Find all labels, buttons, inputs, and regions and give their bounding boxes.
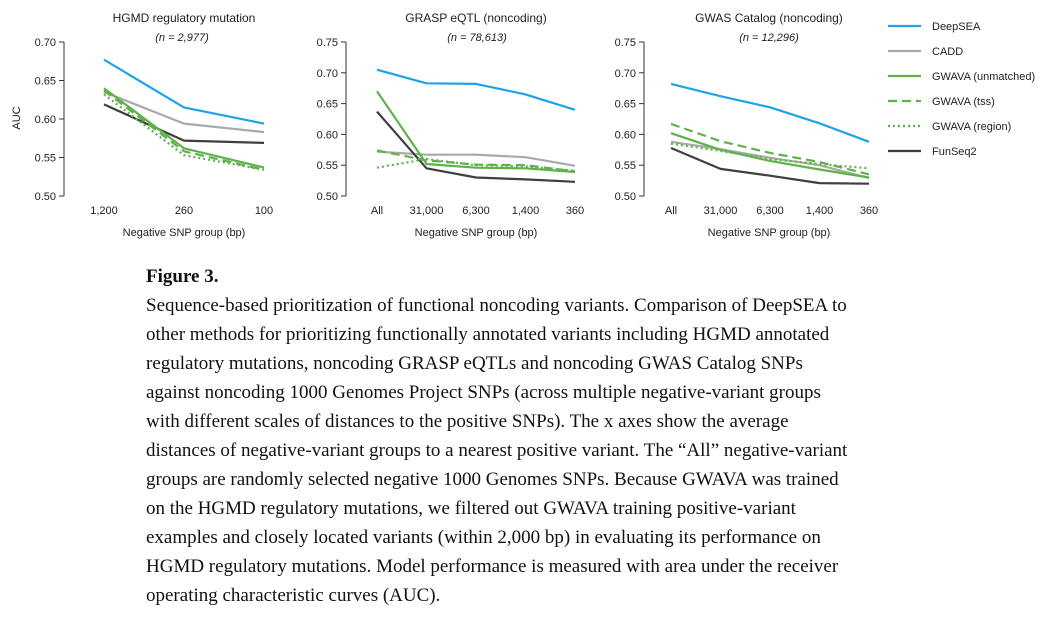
chart-legend: DeepSEA CADD GWAVA (unmatched) GWAVA (tss) G… bbox=[888, 21, 1035, 158]
y-tick-label: 0.65 bbox=[317, 99, 338, 111]
figure-charts: HGMD regulatory mutation (n = 2,977) 0.50 0… bbox=[11, 11, 1035, 239]
y-tick-label: 0.55 bbox=[317, 160, 338, 172]
chart-panel-3: GWAS Catalog (noncoding) (n = 12,296) 0.50… bbox=[615, 11, 879, 239]
x-tick-label: 100 bbox=[255, 205, 273, 217]
x-axis-label: Negative SNP group (bp) bbox=[415, 227, 538, 239]
x-tick-label: 360 bbox=[860, 205, 878, 217]
y-axis-label: AUC bbox=[11, 106, 23, 129]
legend-label: GWAVA (tss) bbox=[932, 96, 995, 108]
figure-caption: Figure 3. Sequence-based prioritization … bbox=[146, 262, 946, 610]
y-tick-label: 0.70 bbox=[317, 68, 338, 80]
series-line-cadd bbox=[670, 140, 870, 180]
y-tick-label: 0.75 bbox=[615, 37, 636, 49]
caption-line: Sequence-based prioritization of functio… bbox=[146, 295, 847, 316]
x-tick-label: 1,400 bbox=[806, 205, 834, 217]
chart-subtitle: (n = 12,296) bbox=[739, 32, 799, 44]
y-tick-label: 0.60 bbox=[317, 129, 338, 141]
series-line-gwava-tss bbox=[103, 89, 265, 171]
series-line-gwava-unmatched bbox=[103, 87, 265, 169]
series-line-gwava-unmatched bbox=[670, 132, 870, 179]
y-tick-label: 0.50 bbox=[317, 191, 338, 203]
x-tick-label: All bbox=[371, 205, 383, 217]
caption-line: distances of negative-variant groups to … bbox=[146, 440, 848, 461]
series-line-deepsea bbox=[376, 68, 576, 111]
x-tick-label: 6,300 bbox=[462, 205, 490, 217]
caption-line: against noncoding 1000 Genomes Project S… bbox=[146, 382, 821, 403]
caption-line: operating characteristic curves (AUC). bbox=[146, 585, 441, 606]
chart-subtitle: (n = 78,613) bbox=[447, 32, 507, 44]
caption-line: other methods for prioritizing functiona… bbox=[146, 324, 830, 345]
caption-line: examples and closely located variants (w… bbox=[146, 527, 821, 548]
x-tick-label: All bbox=[665, 205, 677, 217]
series-line-gwava-region bbox=[103, 93, 265, 171]
x-tick-label: 1,400 bbox=[512, 205, 540, 217]
chart-title: GWAS Catalog (noncoding) bbox=[695, 11, 843, 25]
chart-panel-1: HGMD regulatory mutation (n = 2,977) 0.50 0… bbox=[11, 11, 273, 239]
y-tick-label: 0.70 bbox=[35, 37, 56, 49]
legend-label: GWAVA (unmatched) bbox=[932, 71, 1035, 83]
caption-line: groups are randomly selected negative 10… bbox=[146, 469, 839, 490]
caption-title: Figure 3. bbox=[146, 266, 219, 287]
series-line-gwava-tss bbox=[670, 122, 870, 176]
x-tick-label: 31,000 bbox=[410, 205, 444, 217]
series-line-funseq2 bbox=[670, 146, 870, 185]
y-tick-label: 0.65 bbox=[615, 99, 636, 111]
caption-line: regulatory mutations, noncoding GRASP eQ… bbox=[146, 353, 803, 374]
legend-label: FunSeq2 bbox=[932, 146, 977, 158]
series-line-gwava-tss bbox=[376, 149, 576, 173]
chart-title: GRASP eQTL (noncoding) bbox=[405, 11, 546, 25]
x-tick-label: 360 bbox=[566, 205, 584, 217]
caption-line: with different scales of distances to th… bbox=[146, 411, 789, 432]
series-line-deepsea bbox=[103, 58, 265, 125]
y-tick-label: 0.55 bbox=[35, 153, 56, 165]
y-tick-label: 0.60 bbox=[615, 129, 636, 141]
series-line-funseq2 bbox=[103, 103, 265, 144]
legend-label: DeepSEA bbox=[932, 21, 981, 33]
series-line-cadd bbox=[376, 150, 576, 167]
series-line-gwava-unmatched bbox=[376, 90, 576, 174]
y-tick-label: 0.60 bbox=[35, 114, 56, 126]
y-tick-label: 0.55 bbox=[615, 160, 636, 172]
x-tick-label: 31,000 bbox=[704, 205, 738, 217]
x-tick-label: 6,300 bbox=[756, 205, 784, 217]
x-tick-label: 1,200 bbox=[90, 205, 118, 217]
x-tick-label: 260 bbox=[175, 205, 193, 217]
chart-panel-2: GRASP eQTL (noncoding) (n = 78,613) 0.50 0.… bbox=[317, 11, 585, 239]
y-tick-label: 0.65 bbox=[35, 76, 56, 88]
y-tick-label: 0.70 bbox=[615, 68, 636, 80]
series-line-funseq2 bbox=[376, 110, 576, 183]
legend-label: GWAVA (region) bbox=[932, 121, 1011, 133]
chart-title: HGMD regulatory mutation bbox=[113, 11, 256, 25]
y-tick-label: 0.75 bbox=[317, 37, 338, 49]
caption-line: HGMD regulatory mutations. Model perform… bbox=[146, 556, 839, 577]
x-axis-label: Negative SNP group (bp) bbox=[123, 227, 246, 239]
x-axis-label: Negative SNP group (bp) bbox=[708, 227, 831, 239]
series-line-deepsea bbox=[670, 82, 870, 143]
series-line-cadd bbox=[103, 90, 265, 134]
y-tick-label: 0.50 bbox=[615, 191, 636, 203]
caption-line: on the HGMD regulatory mutations, we fil… bbox=[146, 498, 796, 519]
y-tick-label: 0.50 bbox=[35, 191, 56, 203]
chart-subtitle: (n = 2,977) bbox=[155, 32, 209, 44]
legend-label: CADD bbox=[932, 46, 963, 58]
